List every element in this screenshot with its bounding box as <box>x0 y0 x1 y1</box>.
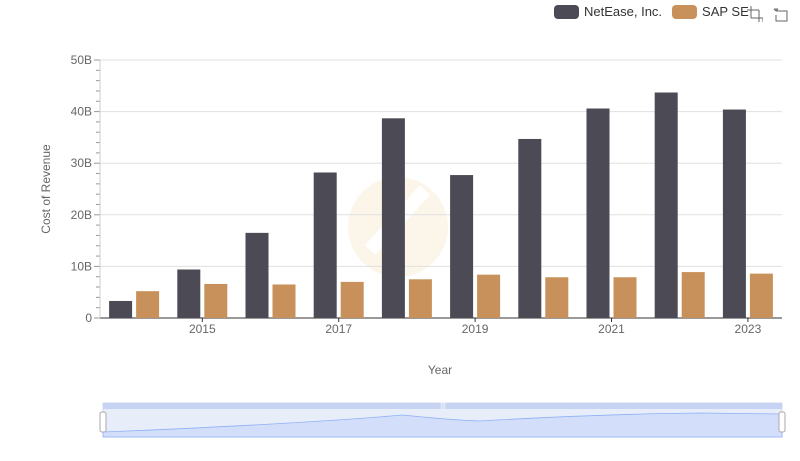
bar-sap-2019 <box>477 274 501 318</box>
bar-netease-2016 <box>245 232 269 318</box>
legend-swatch-sap <box>672 4 698 19</box>
y-axis-title: Cost of Revenue <box>39 144 53 234</box>
bar-netease-2014 <box>109 300 133 318</box>
legend-label-netease: NetEase, Inc. <box>584 4 663 19</box>
zoom-range-bar[interactable] <box>103 403 782 409</box>
y-tick-label: 10B <box>71 259 92 273</box>
bar-sap-2016 <box>272 284 296 318</box>
bar-sap-2014 <box>136 291 160 318</box>
y-tick-label: 0 <box>85 311 92 325</box>
bar-netease-2017 <box>313 172 337 318</box>
svg-text:|||: ||| <box>440 403 446 410</box>
bar-sap-2020 <box>545 277 569 318</box>
bar-sap-2022 <box>681 272 705 318</box>
bar-sap-2021 <box>613 277 637 318</box>
legend-label-sap: SAP SE <box>702 4 749 19</box>
legend-item-netease[interactable]: NetEase, Inc. <box>554 4 662 19</box>
bar-sap-2023 <box>749 273 773 318</box>
bar-netease-2015 <box>177 269 201 318</box>
bar-sap-2015 <box>204 283 228 318</box>
bar-netease-2023 <box>722 109 746 318</box>
bar-netease-2020 <box>518 138 542 318</box>
legend-item-sap[interactable]: SAP SE <box>672 4 749 19</box>
zoom-handle-right[interactable] <box>778 411 786 433</box>
x-axis-title: Year <box>428 363 452 377</box>
bar-netease-2018 <box>381 118 405 318</box>
x-tick-label: 2015 <box>189 322 216 336</box>
bar-netease-2019 <box>450 175 474 318</box>
y-tick-label: 30B <box>71 156 92 170</box>
y-tick-label: 40B <box>71 105 92 119</box>
legend: NetEase, Inc. SAP SE <box>554 4 759 19</box>
bar-sap-2017 <box>340 281 364 318</box>
zoom-reset-icon[interactable] <box>773 6 789 22</box>
x-tick-label: 2023 <box>735 322 762 336</box>
bar-netease-2021 <box>586 108 610 318</box>
data-zoom-slider[interactable]: ||| <box>99 402 786 438</box>
zoom-select-icon[interactable] <box>747 6 763 22</box>
zoom-handle-left[interactable] <box>99 411 107 433</box>
x-tick-label: 2021 <box>598 322 625 336</box>
x-tick-label: 2019 <box>462 322 489 336</box>
y-tick-label: 20B <box>71 208 92 222</box>
legend-swatch-netease <box>554 4 579 19</box>
x-tick-label: 2017 <box>325 322 352 336</box>
y-tick-label: 50B <box>71 53 92 67</box>
zoom-preview-area <box>102 412 783 438</box>
bar-sap-2018 <box>408 279 432 318</box>
bar-netease-2022 <box>654 92 678 319</box>
